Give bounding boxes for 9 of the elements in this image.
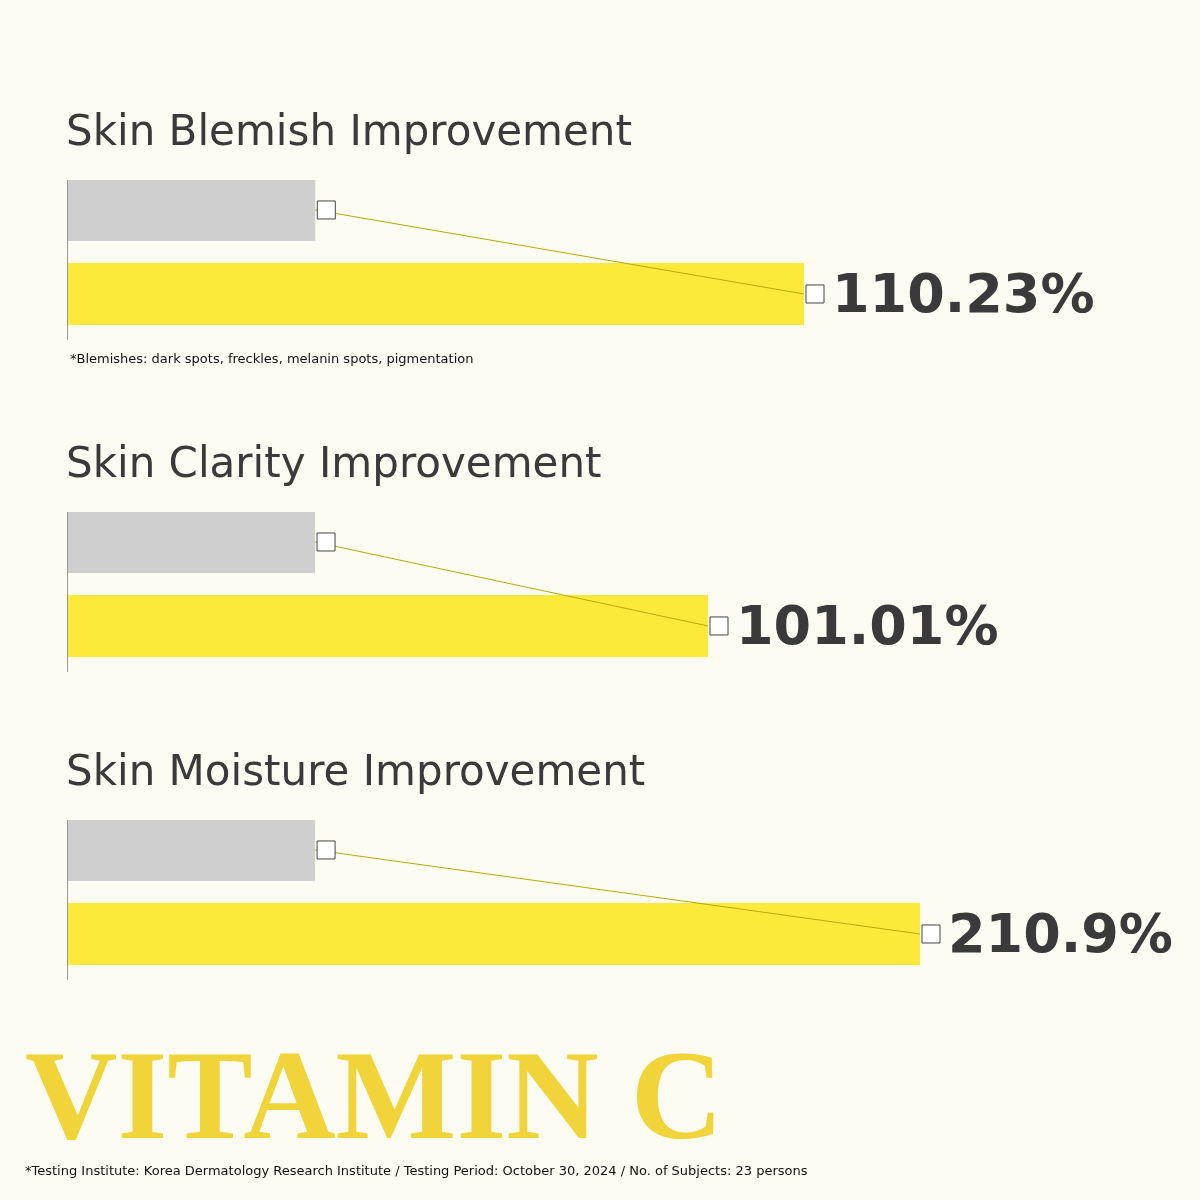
text: VITAMIN C xyxy=(25,1024,724,1166)
chart-title: Skin Blemish Improvement xyxy=(66,105,632,155)
chart-title: Skin Clarity Improvement xyxy=(66,437,602,487)
text: 210.9% xyxy=(948,902,1173,965)
text: *Blemishes: dark spots, freckles, melanin spots, pigmentation xyxy=(70,351,474,366)
chart-title: Skin Moisture Improvement xyxy=(66,745,646,795)
text: 101.01% xyxy=(736,594,999,657)
text: *Testing Institute: Korea Dermatology Research Institute / Testing Period: October 30, 2024 / No. of Subjects: 23 persons xyxy=(25,1163,808,1178)
text: 110.23% xyxy=(832,262,1095,325)
